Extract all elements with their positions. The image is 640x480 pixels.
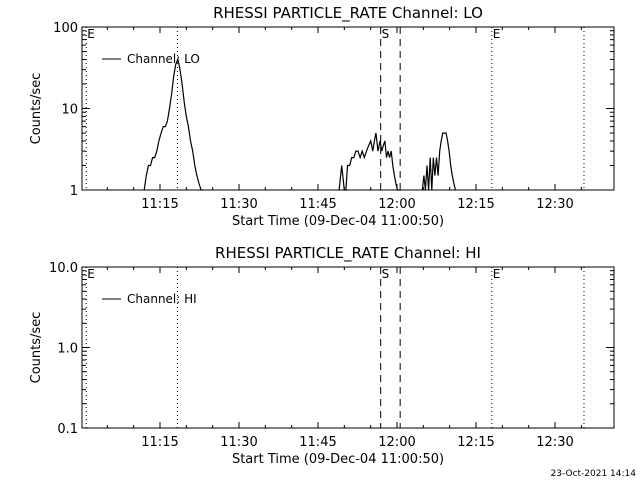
chart-1-series-line bbox=[421, 132, 457, 191]
chart-2-x-tick-label: 12:30 bbox=[536, 435, 573, 450]
chart-1-series-line bbox=[143, 57, 204, 191]
chart-2-title: RHESSI PARTICLE_RATE Channel: HI bbox=[215, 244, 481, 263]
chart-1-title: RHESSI PARTICLE_RATE Channel: LO bbox=[213, 4, 483, 23]
chart-1-y-tick-label: 1 bbox=[70, 184, 78, 199]
chart-2-marker-label: E bbox=[87, 267, 95, 281]
chart-1-series-line bbox=[338, 132, 401, 191]
chart-2-legend-entry: Channel: HI bbox=[127, 292, 197, 306]
chart-2-marker-label: E bbox=[493, 267, 501, 281]
footer-timestamp: 23-Oct-2021 14:14 bbox=[551, 469, 637, 479]
chart-2-x-tick-label: 11:15 bbox=[141, 435, 178, 450]
chart-1-y-tick-label: 10 bbox=[61, 103, 78, 118]
chart-1-x-tick-label: 11:45 bbox=[299, 197, 336, 212]
chart-1-marker-label: E bbox=[87, 27, 95, 41]
chart-2-y-tick-label: 10.0 bbox=[49, 261, 78, 276]
chart-2-x-tick-label: 12:00 bbox=[378, 435, 415, 450]
chart-1-x-tick-label: 12:30 bbox=[536, 197, 573, 212]
chart-2-y-axis-label: Counts/sec bbox=[29, 312, 44, 384]
chart-2-x-tick-label: 11:30 bbox=[220, 435, 257, 450]
chart-1-x-tick-label: 11:30 bbox=[220, 197, 257, 212]
chart-2-x-tick-label: 11:45 bbox=[299, 435, 336, 450]
chart-2-x-tick-label: 12:15 bbox=[457, 435, 494, 450]
chart-1-x-axis-label: Start Time (09-Dec-04 11:00:50) bbox=[232, 214, 444, 229]
chart-1-legend-entry: Channel: LO bbox=[127, 52, 200, 66]
chart-2-x-axis-label: Start Time (09-Dec-04 11:00:50) bbox=[232, 452, 444, 467]
chart-1-x-tick-label: 11:15 bbox=[141, 197, 178, 212]
chart-1-marker-label: E bbox=[493, 27, 501, 41]
chart-1-y-axis-label: Counts/sec bbox=[29, 73, 44, 145]
chart-1-x-tick-label: 12:15 bbox=[457, 197, 494, 212]
chart-1-y-tick-label: 100 bbox=[53, 21, 78, 36]
chart-1-marker-label: S bbox=[382, 27, 390, 41]
chart-1-x-tick-label: 12:00 bbox=[378, 197, 415, 212]
chart-2-y-tick-label: 0.1 bbox=[57, 422, 78, 437]
chart-2-y-tick-label: 1.0 bbox=[57, 342, 78, 357]
chart-2-marker-label: S bbox=[382, 267, 390, 281]
